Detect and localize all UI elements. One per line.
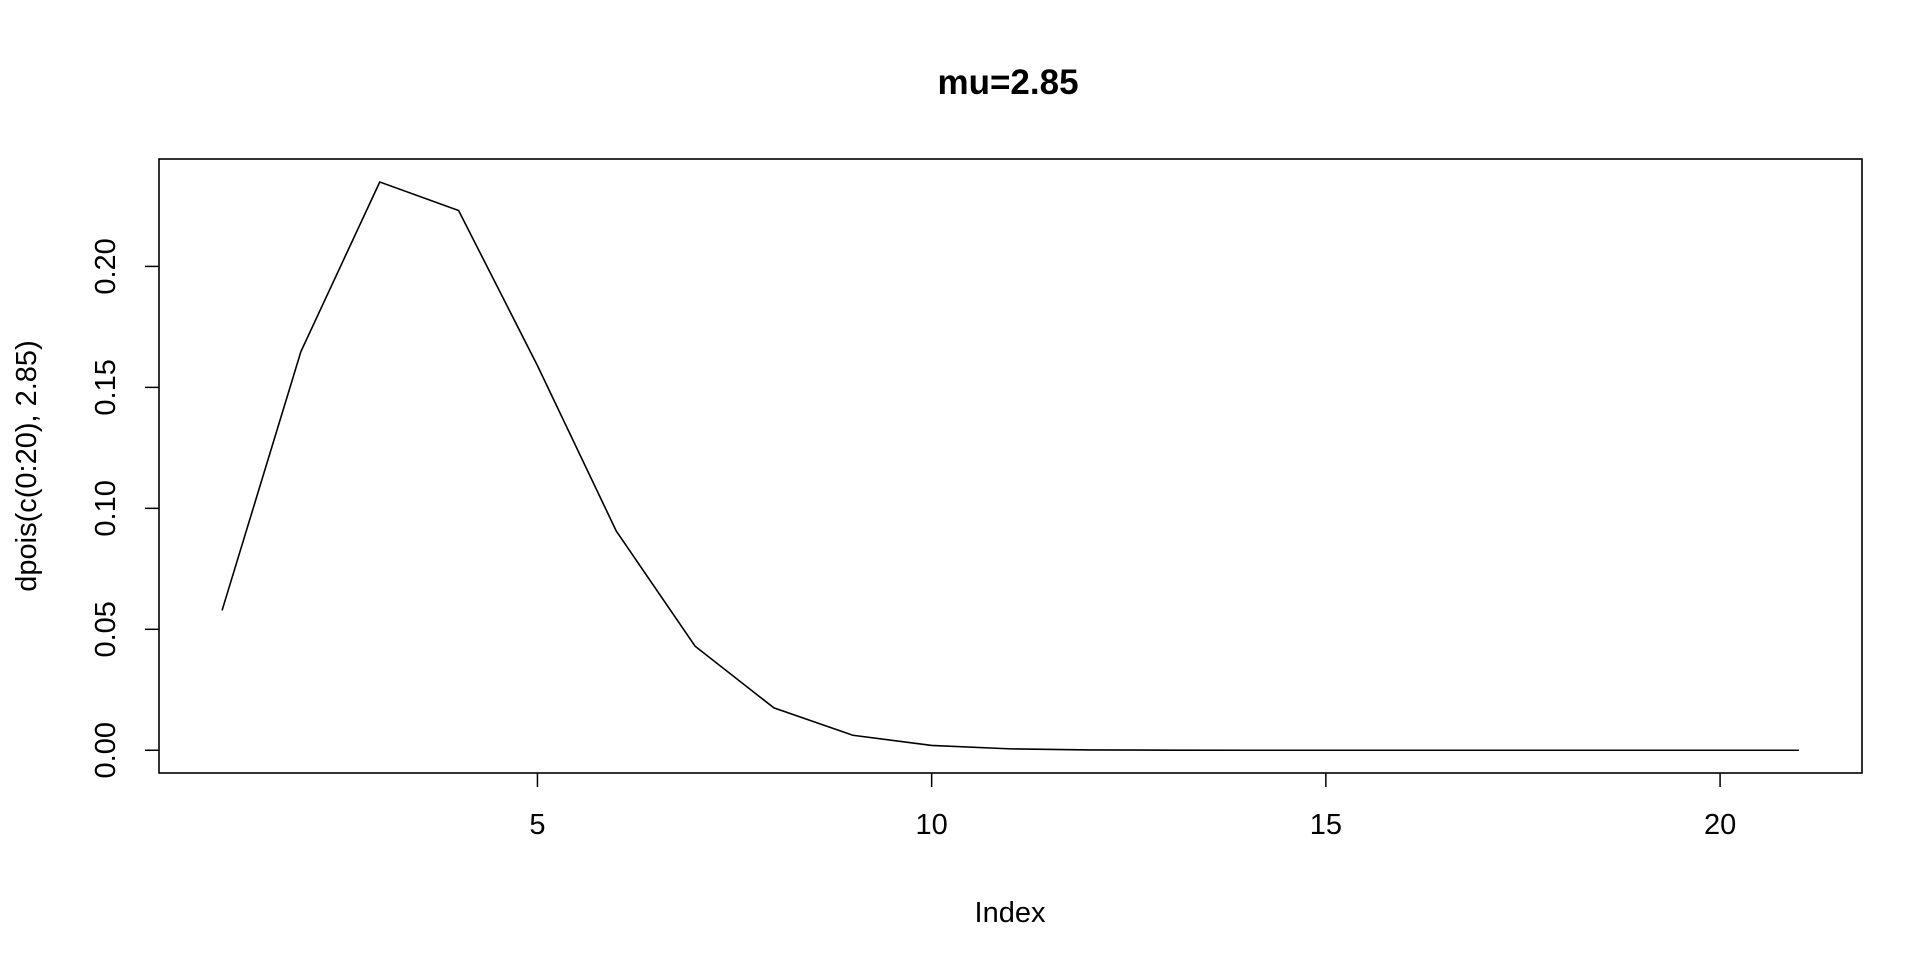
y-tick-label-0.15: 0.15 <box>90 359 122 415</box>
y-tick-label-0.20: 0.20 <box>90 238 122 294</box>
x-axis-label: Index <box>975 897 1046 929</box>
series-line-0 <box>221 180 1799 752</box>
x-tick-label-20: 20 <box>1704 809 1736 841</box>
y-tick-label-0.05: 0.05 <box>90 601 122 657</box>
series-layer <box>221 180 1799 752</box>
x-tick-label-10: 10 <box>916 809 948 841</box>
y-axis: 0.00 0.05 0.10 0.15 0.20 <box>90 238 159 778</box>
y-tick-label-0.10: 0.10 <box>90 480 122 536</box>
y-axis-label: dpois(c(0:20), 2.85) <box>11 340 43 591</box>
chart-title: mu=2.85 <box>937 63 1078 102</box>
plot-frame <box>158 158 1863 774</box>
x-tick-label-5: 5 <box>529 809 545 841</box>
x-axis: 5 10 15 20 <box>529 773 1736 841</box>
x-tick-label-15: 15 <box>1310 809 1342 841</box>
y-tick-label-0.00: 0.00 <box>90 722 122 778</box>
